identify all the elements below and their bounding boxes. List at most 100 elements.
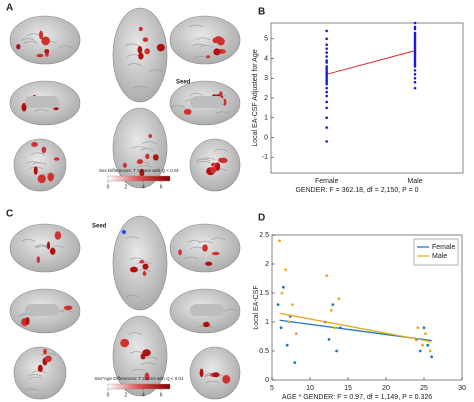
- y-tick-label: 5: [264, 36, 268, 43]
- data-point: [325, 51, 328, 54]
- data-point: [325, 116, 328, 120]
- medial-wall: [25, 304, 59, 316]
- sulcus: [183, 256, 199, 260]
- activation: [144, 48, 150, 55]
- data-point: [325, 78, 328, 82]
- x-tick-label: 5: [270, 385, 274, 392]
- activation: [183, 108, 192, 115]
- activation: [148, 134, 152, 139]
- data-point: [325, 67, 328, 70]
- data-point: [413, 80, 417, 84]
- y-tick-label: 2: [265, 261, 269, 268]
- sulcus: [143, 357, 159, 360]
- medial-wall: [25, 96, 59, 108]
- activation: [156, 43, 165, 52]
- data-point: [325, 47, 328, 50]
- data-point: [413, 49, 417, 52]
- data-point: [413, 51, 417, 54]
- x-tick-label: 10: [306, 385, 314, 392]
- data-point: [325, 69, 328, 72]
- activation: [120, 338, 130, 348]
- data-point: [282, 285, 285, 289]
- colorbar-tick-label: 0: [107, 392, 110, 398]
- data-point: [325, 55, 328, 58]
- data-point: [413, 73, 417, 76]
- sulcus: [198, 240, 213, 244]
- activation: [210, 166, 217, 174]
- data-point: [421, 343, 424, 347]
- data-point: [413, 55, 417, 58]
- x-tick-label: 15: [344, 385, 352, 392]
- brain: [13, 138, 67, 192]
- y-tick-label: 0: [264, 134, 268, 141]
- data-point: [325, 94, 328, 98]
- activation: [16, 43, 21, 50]
- data-point: [413, 25, 417, 29]
- sulcus: [58, 310, 74, 313]
- data-point: [426, 343, 430, 347]
- sulcus: [34, 109, 49, 112]
- activation: [139, 259, 145, 264]
- activation: [46, 241, 51, 250]
- activation: [31, 141, 38, 147]
- legend: [413, 238, 459, 266]
- activation: [142, 271, 147, 276]
- activation: [152, 154, 159, 161]
- panel-label: A: [6, 3, 13, 14]
- colorbar: [107, 383, 171, 390]
- activation: [213, 48, 221, 56]
- colorbar-title: Sex*Age Differences: T scores with Q < 0…: [95, 376, 184, 381]
- activation: [47, 172, 54, 182]
- activation: [37, 364, 43, 373]
- data-point: [428, 349, 432, 353]
- sulcus: [133, 85, 148, 89]
- seed-label: Seed: [176, 80, 191, 86]
- activation: [41, 146, 47, 154]
- activation: [138, 52, 144, 60]
- colorbar-tick-label: 6: [160, 184, 163, 190]
- sulcus: [149, 69, 164, 72]
- activation: [54, 231, 62, 240]
- data-point: [413, 86, 417, 90]
- data-point: [335, 349, 338, 353]
- data-point: [413, 39, 417, 43]
- activation: [202, 321, 210, 328]
- data-point: [413, 63, 417, 66]
- data-point: [418, 349, 422, 353]
- x-tick-label: 30: [458, 385, 466, 392]
- data-point: [424, 332, 427, 335]
- x-axis-title: AGE * GENDER: F = 0.97, df = 1,149, P = …: [282, 394, 432, 401]
- data-point: [325, 37, 328, 41]
- data-point: [329, 309, 333, 312]
- sulcus: [30, 152, 45, 156]
- colorbar-tick-label: 6: [160, 392, 163, 398]
- activation: [199, 368, 204, 378]
- data-point: [413, 45, 417, 48]
- brain: [112, 215, 168, 311]
- data-point: [413, 61, 417, 64]
- y-tick-label: 0: [265, 377, 269, 384]
- data-point: [325, 86, 328, 90]
- activation: [37, 174, 46, 184]
- data-point: [291, 303, 294, 306]
- data-point: [325, 61, 328, 64]
- activation: [63, 305, 73, 310]
- data-point: [325, 82, 328, 86]
- y-axis-title: Local EA-CSF: [253, 285, 260, 329]
- sulcus: [224, 309, 239, 312]
- colorbar-tick-label: 2: [124, 184, 127, 190]
- data-point: [422, 326, 426, 330]
- data-point: [325, 106, 328, 110]
- data-point: [276, 303, 280, 306]
- data-point: [280, 291, 284, 295]
- y-tick-label: 3: [264, 75, 268, 82]
- data-point: [413, 21, 417, 25]
- activation: [25, 317, 30, 325]
- colorbar-tick-label: 2: [124, 392, 127, 398]
- sulcus: [23, 41, 38, 44]
- sulcus: [140, 362, 156, 365]
- activation: [139, 168, 145, 178]
- x-tick-label: Female: [315, 178, 338, 185]
- activation: [142, 37, 149, 42]
- sulcus: [140, 148, 155, 151]
